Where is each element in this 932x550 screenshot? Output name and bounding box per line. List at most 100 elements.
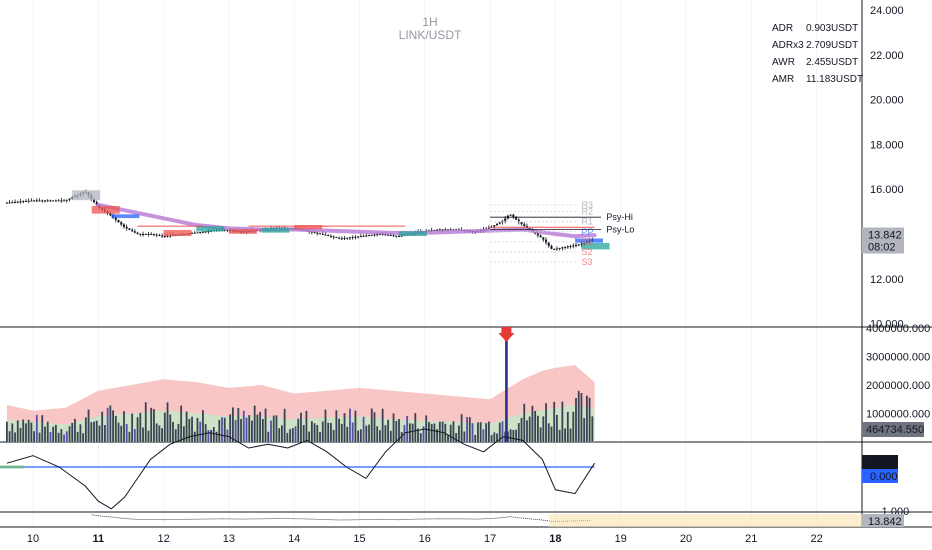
candle-body [354,236,357,238]
symbol-label: LINK/USDT [398,28,462,42]
chart-title: 1H LINK/USDT [375,16,485,42]
candle-body [441,229,444,231]
volume-bar [520,417,523,442]
time-tick-label: 11 [92,533,104,545]
volume-bar [575,398,577,442]
candle-body [520,222,523,225]
volume-bar [490,435,493,442]
candle-body [387,234,390,236]
volume-bar [528,416,531,442]
volume-bar [76,431,79,442]
volume-bar [338,418,340,442]
volume-bar [542,416,545,442]
candle-body [223,229,226,231]
volume-bar [79,424,82,442]
volume-bar [343,413,346,442]
volume-bar [49,432,52,442]
time-tick-label: 12 [157,533,169,545]
volume-bar [419,433,422,442]
volume-bar [120,425,123,442]
volume-bar [223,417,226,442]
price-tick-label: 16.000 [870,184,904,196]
candle-body [63,200,66,202]
volume-bar [27,419,30,442]
volume-bar [215,431,218,442]
candle-body [509,214,512,216]
volume-bar [229,414,232,442]
volume-bar [163,412,166,442]
volume-bar [153,409,155,442]
volume-bar [354,410,357,442]
candle-body [19,201,22,203]
volume-bar [19,427,22,442]
volume-bar [275,415,278,442]
candle-body [569,245,572,247]
candle-body [30,200,33,202]
volume-bar [408,423,411,442]
candle-body [16,201,19,203]
volume-bar [569,428,572,442]
volume-bar [185,411,188,442]
price-tick-label: 12.000 [870,274,904,286]
candle-body [547,242,550,246]
volume-bar [300,412,302,442]
candle-body [204,231,207,233]
volume-bar [400,432,403,442]
volume-current-tag [862,422,924,437]
volume-bar [33,431,36,442]
candle-body [343,237,346,239]
volume-bar [501,421,504,442]
volume-bar [553,401,556,442]
volume-bar [253,405,256,442]
volume-bar [316,425,319,442]
volume-bar [436,429,439,442]
osc-value-b: 0.000 [870,471,898,483]
candle-body [378,234,381,236]
volume-current-value: 464734.550 [866,424,924,436]
candle-body [319,233,322,235]
volume-bar [259,411,262,442]
candle-body [447,229,450,231]
order-block-6 [261,227,290,233]
volume-bar [536,415,539,442]
volume-bar [267,431,270,442]
timeframe-label: 1H [422,15,438,29]
bottom-price-line [91,514,592,522]
volume-bar [558,429,561,442]
volume-bar [357,430,360,442]
candle-body [44,200,47,202]
volume-bar [71,422,74,442]
order-block-1 [91,206,120,214]
volume-bar [63,434,65,442]
candle-body [226,229,229,231]
volume-bar [281,425,283,442]
volume-bar [14,432,16,442]
volume-bar [381,408,384,442]
time-tick-label: 22 [810,533,822,545]
volume-bar [349,408,351,442]
time-tick-label: 14 [288,533,300,545]
volume-bar [221,417,223,442]
time-tick-label: 19 [615,533,627,545]
candle-body [338,237,341,239]
candle-body [504,218,507,221]
candle-body [348,237,351,239]
time-tick-label: 15 [353,533,365,545]
candle-body [400,235,403,237]
volume-spike-arrow [498,327,515,342]
volume-bar [370,408,373,442]
volume-bar [57,432,60,442]
bottom-price-value: 13.842 [868,516,902,528]
volume-bar [188,418,191,442]
volume-bar [414,413,417,442]
candle-body [125,226,128,229]
volume-bar [441,421,444,442]
volume-spike-bar [505,333,508,442]
volume-bar [406,415,409,442]
volume-bar [479,422,482,442]
time-tick-label: 13 [223,533,235,545]
candle-body [368,235,371,237]
volume-bar [237,408,240,442]
candle-body [22,201,25,203]
candle-body [166,235,169,237]
